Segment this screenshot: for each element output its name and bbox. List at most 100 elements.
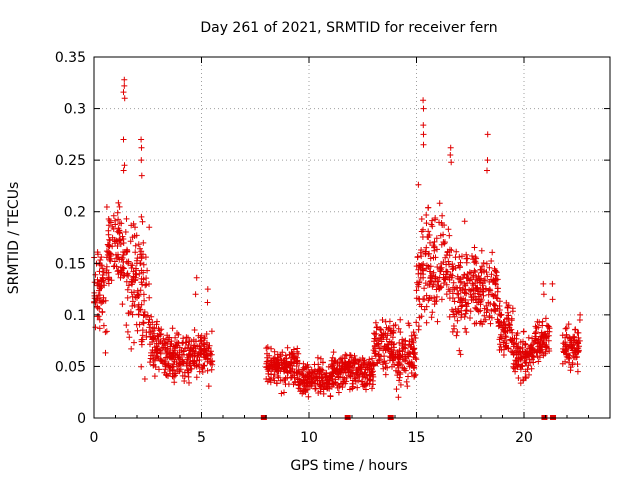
data-point [525, 334, 532, 341]
data-point [277, 351, 284, 358]
data-point [420, 122, 427, 129]
data-point [413, 319, 420, 326]
data-point [165, 362, 172, 369]
data-point [477, 320, 483, 327]
data-point [438, 296, 445, 303]
data-point [105, 231, 112, 238]
data-point [467, 315, 473, 321]
data-point [125, 258, 132, 265]
data-point [501, 346, 507, 353]
data-point [287, 354, 294, 361]
data-point [128, 289, 135, 296]
data-point [447, 152, 454, 158]
data-point [420, 261, 427, 267]
data-point [562, 325, 569, 332]
data-point [96, 268, 103, 275]
data-point [173, 342, 180, 349]
data-point [453, 248, 460, 255]
data-point [386, 338, 393, 345]
data-point [471, 244, 478, 251]
data-point [296, 368, 303, 375]
data-point [565, 345, 572, 352]
data-point [532, 337, 539, 344]
data-point [482, 316, 489, 323]
data-point [470, 272, 477, 279]
data-point [461, 313, 468, 320]
data-point [522, 348, 529, 355]
data-point [505, 321, 512, 328]
data-point [462, 290, 469, 297]
data-point [446, 261, 452, 268]
data-point [484, 167, 490, 174]
data-point [132, 249, 139, 256]
data-point [512, 357, 519, 364]
data-point [433, 235, 440, 242]
data-point [507, 327, 513, 334]
data-point [431, 238, 438, 245]
data-point [204, 299, 211, 306]
data-point [446, 246, 453, 253]
data-point [421, 285, 428, 292]
data-point [361, 362, 368, 369]
data-point [540, 291, 547, 298]
data-point [522, 368, 529, 375]
data-point [95, 313, 102, 320]
data-point [263, 363, 270, 370]
data-point [264, 344, 271, 351]
data-point [139, 218, 146, 225]
data-point [95, 280, 102, 287]
data-point [416, 301, 423, 308]
data-point [121, 82, 128, 89]
data-point [570, 334, 577, 341]
data-point [571, 333, 578, 340]
data-point [393, 386, 400, 393]
data-point [462, 325, 469, 332]
data-point [384, 364, 391, 371]
data-point [202, 354, 209, 361]
data-point [205, 353, 212, 359]
data-point [366, 376, 373, 383]
data-point [146, 281, 152, 287]
data-point [110, 212, 117, 219]
data-point [404, 383, 411, 390]
data-point [320, 359, 326, 366]
data-point [505, 315, 512, 322]
data-point [449, 263, 456, 270]
data-point [138, 136, 145, 143]
data-point [566, 359, 572, 366]
data-point [339, 355, 346, 362]
data-point [437, 232, 444, 239]
data-point [354, 384, 361, 391]
data-point [119, 301, 126, 308]
data-point [291, 359, 297, 366]
data-point [106, 236, 113, 243]
data-point [478, 247, 485, 254]
data-point [312, 380, 319, 387]
data-point [150, 356, 157, 363]
data-point [565, 321, 572, 328]
data-point [179, 357, 186, 363]
data-point [427, 294, 433, 301]
data-point [281, 368, 287, 375]
data-points [91, 76, 584, 420]
data-point [140, 239, 147, 246]
data-point [176, 360, 183, 367]
data-point [302, 373, 309, 380]
data-point [549, 296, 556, 303]
data-point [128, 262, 135, 269]
data-point [105, 216, 112, 222]
data-point [162, 366, 169, 373]
data-point [475, 288, 482, 295]
x-tick-label: 15 [408, 430, 426, 446]
data-point [574, 368, 581, 375]
data-point [364, 363, 371, 370]
data-point [495, 318, 502, 325]
data-point [436, 219, 442, 226]
data-point [129, 303, 136, 309]
data-point [488, 271, 495, 278]
data-point [314, 354, 321, 361]
data-point [119, 254, 126, 261]
data-point [534, 318, 541, 325]
data-point [394, 372, 401, 379]
data-point [295, 350, 302, 357]
